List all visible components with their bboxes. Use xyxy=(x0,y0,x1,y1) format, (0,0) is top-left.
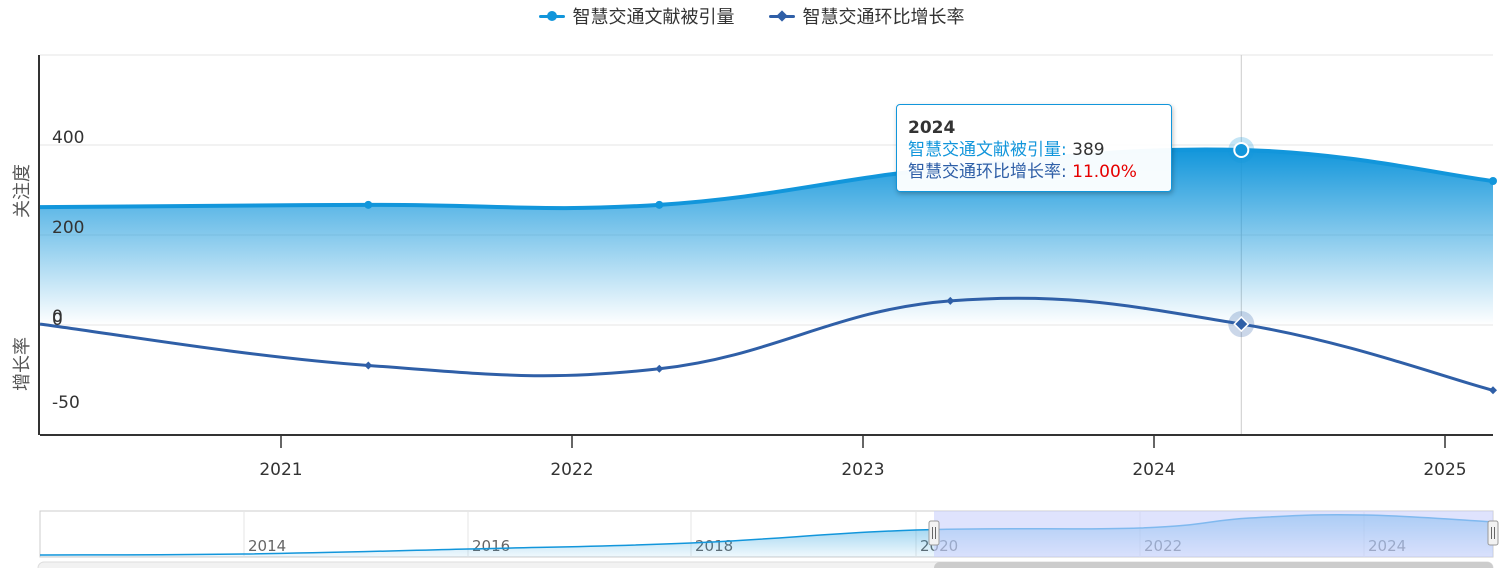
y-tick-label: 0 xyxy=(52,310,63,330)
tooltip-series2-label: 智慧交通环比增长率: xyxy=(908,162,1067,182)
navigator[interactable]: 201420162018202020222024 xyxy=(37,510,1499,568)
y-tick-label: 200 xyxy=(52,218,84,238)
y-tick-label: -50 xyxy=(52,393,80,413)
y-tick-label: 400 xyxy=(52,128,84,148)
tooltip-series1-label: 智慧交通文献被引量: xyxy=(908,140,1067,160)
diamond-marker-icon xyxy=(768,9,795,23)
growth-point xyxy=(364,361,373,370)
x-tick-label: 2022 xyxy=(550,460,593,480)
growth-point xyxy=(655,364,664,373)
citation-point xyxy=(1489,177,1497,185)
growth-point xyxy=(1233,316,1250,333)
legend: 智慧交通文献被引量 智慧交通环比增长率 xyxy=(0,3,1503,29)
tooltip-series1-value: 389 xyxy=(1072,140,1105,160)
citation-point xyxy=(364,200,373,209)
x-tick-label: 2025 xyxy=(1423,460,1466,480)
legend-item-growth[interactable]: 智慧交通环比增长率 xyxy=(768,3,965,29)
navigator-tick-label: 2014 xyxy=(248,537,286,555)
growth-point xyxy=(1489,386,1497,395)
x-tick-label: 2021 xyxy=(259,460,302,480)
legend-label-growth: 智慧交通环比增长率 xyxy=(802,7,965,28)
series-lines xyxy=(39,147,1494,392)
citation-point xyxy=(1233,141,1250,158)
navigator-handle xyxy=(928,520,940,546)
y-tick-label: 0 xyxy=(52,307,63,327)
legend-item-citations[interactable]: 智慧交通文献被引量 xyxy=(538,3,735,29)
x-tick-label: 2024 xyxy=(1132,460,1175,480)
citation-area xyxy=(40,149,1493,325)
y-axis-title-growth: 增长率 xyxy=(12,337,33,391)
navigator-selection-mask xyxy=(934,511,1493,557)
legend-label-citations: 智慧交通文献被引量 xyxy=(572,7,735,28)
y-axis-title-attention: 关注度 xyxy=(12,164,33,218)
navigator-handle xyxy=(1487,520,1499,546)
tooltip: 2024 智慧交通文献被引量: 389 智慧交通环比增长率: 11.00% xyxy=(896,104,1172,192)
citation-point xyxy=(655,200,664,209)
citation-line xyxy=(39,147,1494,211)
growth-line xyxy=(39,296,1494,392)
x-tick-label: 2023 xyxy=(841,460,884,480)
citation-area-fill xyxy=(40,149,1493,325)
circle-marker-icon xyxy=(538,9,565,23)
tooltip-title: 2024 xyxy=(908,118,956,138)
growth-point xyxy=(946,296,955,305)
axes xyxy=(38,55,1493,448)
scrollbar-thumb xyxy=(934,562,1493,568)
tooltip-series2-value: 11.00% xyxy=(1072,162,1137,182)
